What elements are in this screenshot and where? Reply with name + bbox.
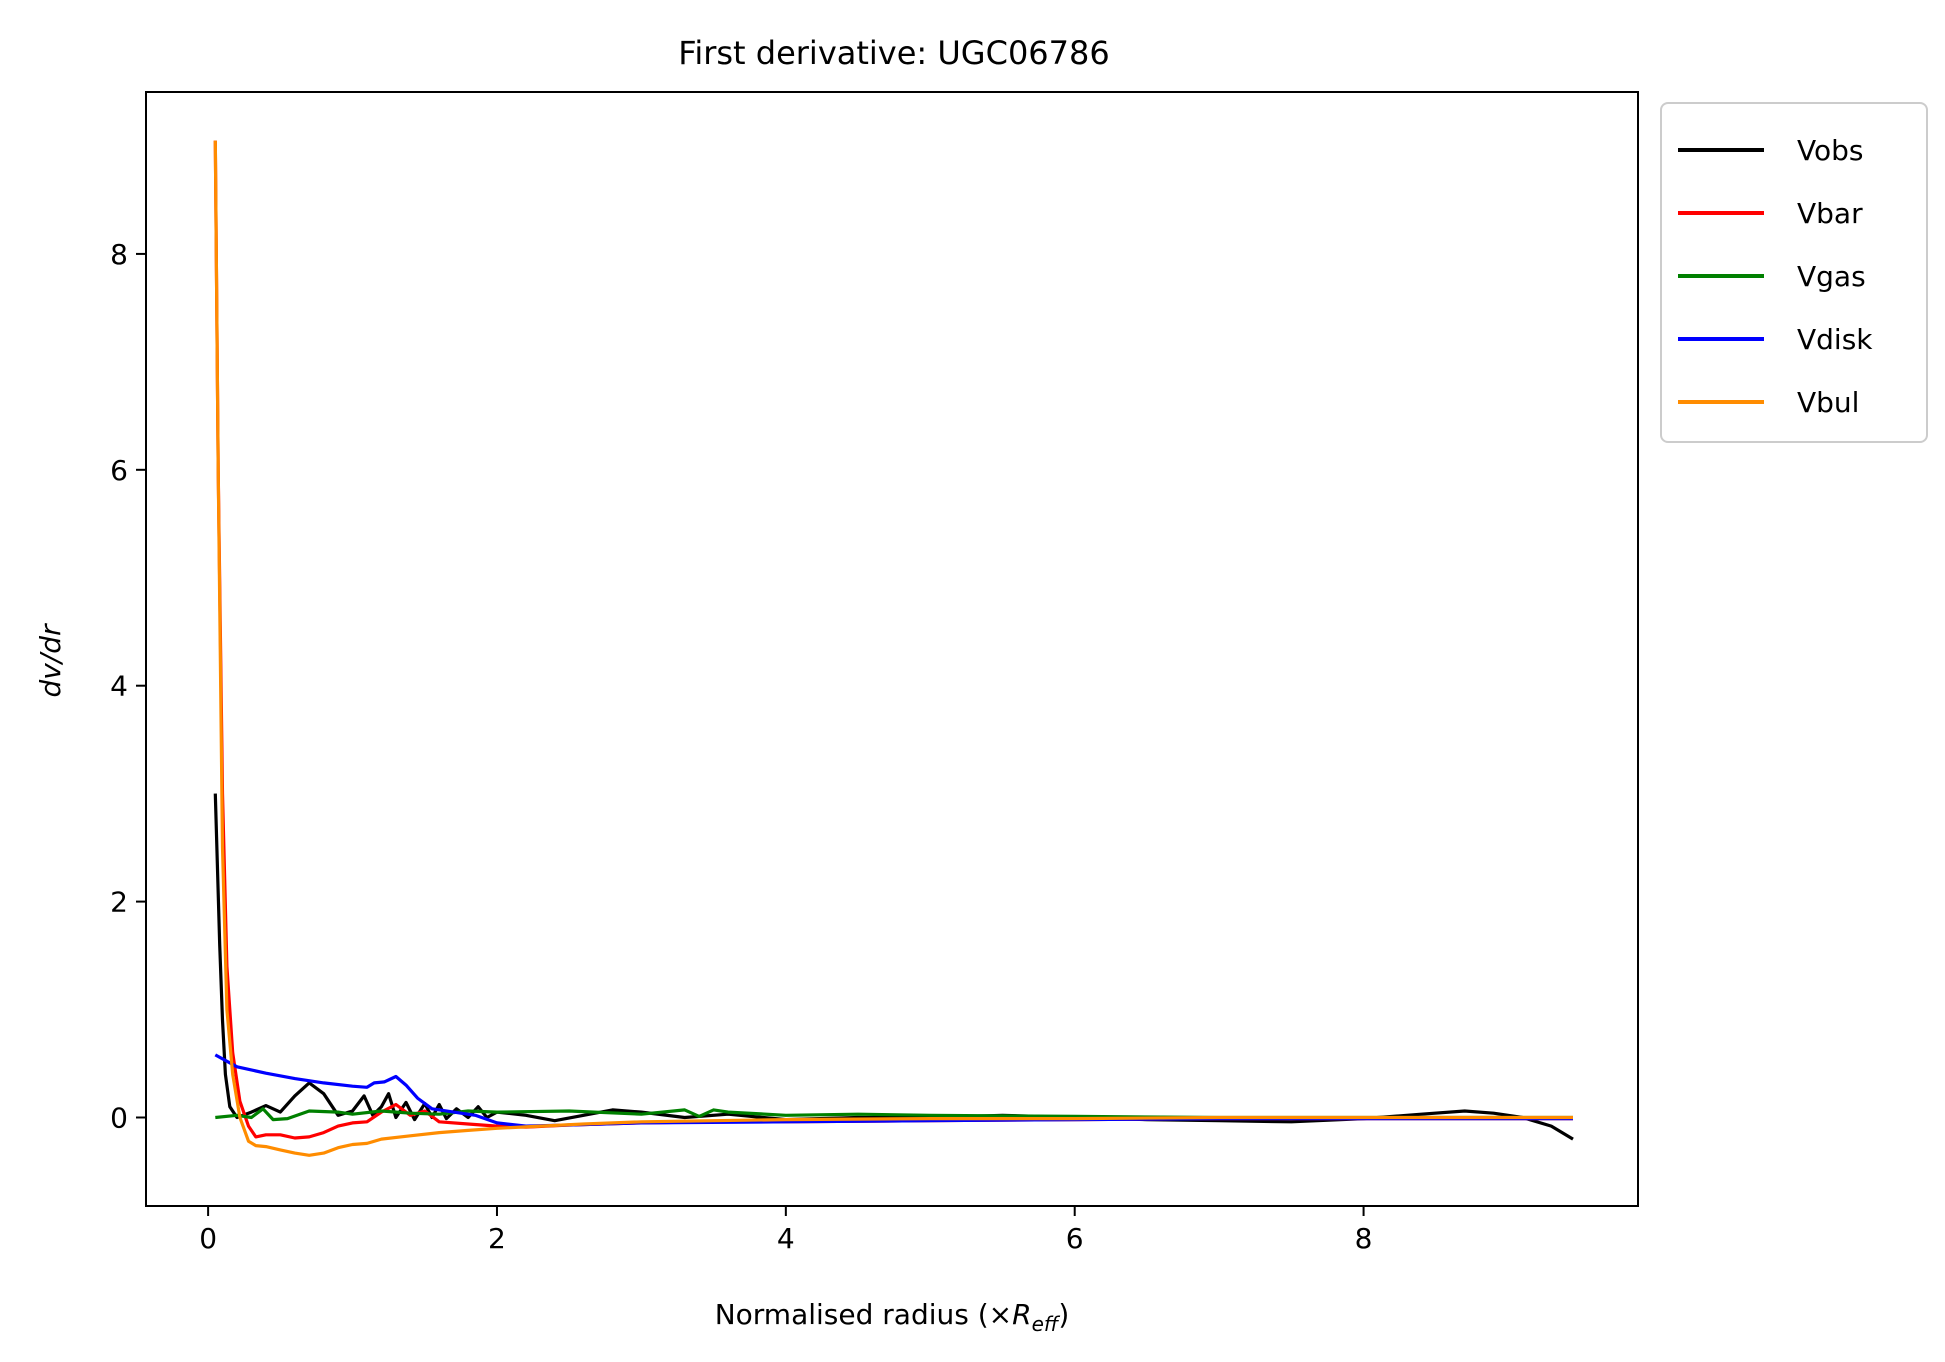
y-tick-label: 8: [110, 238, 128, 271]
x-tick-label: 6: [1066, 1222, 1084, 1255]
x-axis-label-var: R: [1012, 1298, 1031, 1331]
series-layer: [213, 140, 1574, 1157]
y-tick-label: 0: [110, 1101, 128, 1134]
chart-title: First derivative: UGC06786: [678, 34, 1109, 72]
legend-box: [1660, 102, 1928, 443]
legend-label-vobs: Vobs: [1797, 134, 1863, 167]
series-line-vdisk: [214, 1053, 1573, 1128]
legend-label-vdisk: Vdisk: [1797, 323, 1873, 356]
legend: Vobs Vbar Vgas Vdisk Vbul: [1660, 102, 1928, 443]
y-tick-label: 6: [110, 454, 128, 487]
series-line-vgas: [215, 1107, 1573, 1122]
x-axis-label: Normalised radius (×Reff): [715, 1298, 1070, 1336]
y-axis-label: dv/dr: [34, 623, 67, 698]
x-axis: 0 2 4 6 8: [199, 1206, 1372, 1255]
plot-area: [145, 91, 1639, 1207]
y-axis: 0 2 4 6 8: [110, 238, 146, 1134]
x-axis-label-sub: eff: [1032, 1312, 1061, 1336]
x-axis-label-close: ): [1058, 1298, 1069, 1331]
y-tick-label: 2: [110, 886, 128, 919]
legend-label-vbar: Vbar: [1797, 197, 1863, 230]
x-tick-label: 2: [488, 1222, 506, 1255]
x-tick-label: 8: [1355, 1222, 1373, 1255]
legend-label-vgas: Vgas: [1797, 260, 1866, 293]
y-tick-label: 4: [110, 670, 128, 703]
legend-label-vbul: Vbul: [1797, 386, 1859, 419]
plot-frame: [145, 91, 1639, 1207]
x-tick-label: 0: [199, 1222, 217, 1255]
x-axis-label-main: Normalised radius (×: [715, 1298, 1012, 1331]
series-line-vbul: [213, 140, 1573, 1157]
x-tick-label: 4: [777, 1222, 795, 1255]
